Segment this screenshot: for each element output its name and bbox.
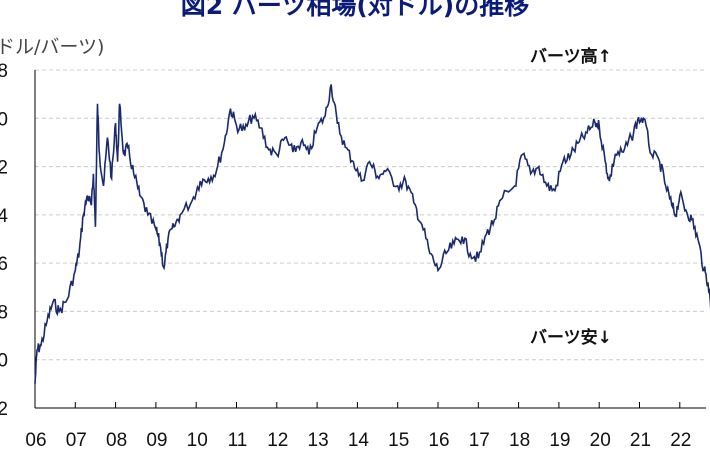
x-tick-label: 16 [428, 430, 449, 451]
y-tick-label: 2 [0, 399, 8, 420]
x-tick-label: 13 [308, 430, 329, 451]
series-line-baht [34, 84, 710, 384]
x-tick-label: 09 [146, 430, 167, 451]
x-tick-label: 10 [187, 430, 208, 451]
x-tick-label: 20 [590, 430, 611, 451]
x-tick-label: 17 [469, 430, 490, 451]
y-tick-label: 6 [0, 254, 8, 275]
x-tick-label: 21 [630, 430, 651, 451]
y-tick-label: 0 [0, 351, 8, 372]
x-tick-label: 11 [228, 430, 248, 451]
x-tick-label: 07 [66, 430, 87, 451]
y-tick-label: 0 [0, 109, 8, 130]
x-tick-label: 08 [106, 430, 127, 451]
chart-title: 図2 バーツ相場(対ドル)の推移 [180, 0, 530, 20]
y-tick-label: 8 [0, 302, 8, 323]
x-tick-label: 22 [670, 430, 691, 451]
x-tick-label: 06 [25, 430, 46, 451]
annotation-baht-strong: バーツ高↑ [530, 47, 612, 67]
x-tick-label: 18 [509, 430, 530, 451]
y-tick-label: 4 [0, 206, 8, 227]
y-axis-label: ドル/バーツ) [0, 36, 105, 58]
x-tick-label: 19 [549, 430, 570, 451]
x-tick-label: 12 [267, 430, 288, 451]
x-tick-label: 14 [348, 430, 370, 451]
annotation-baht-weak: バーツ安↓ [530, 328, 612, 348]
y-tick-label: 8 [0, 61, 8, 82]
x-tick-label: 15 [388, 430, 409, 451]
y-tick-label: 2 [0, 158, 8, 179]
